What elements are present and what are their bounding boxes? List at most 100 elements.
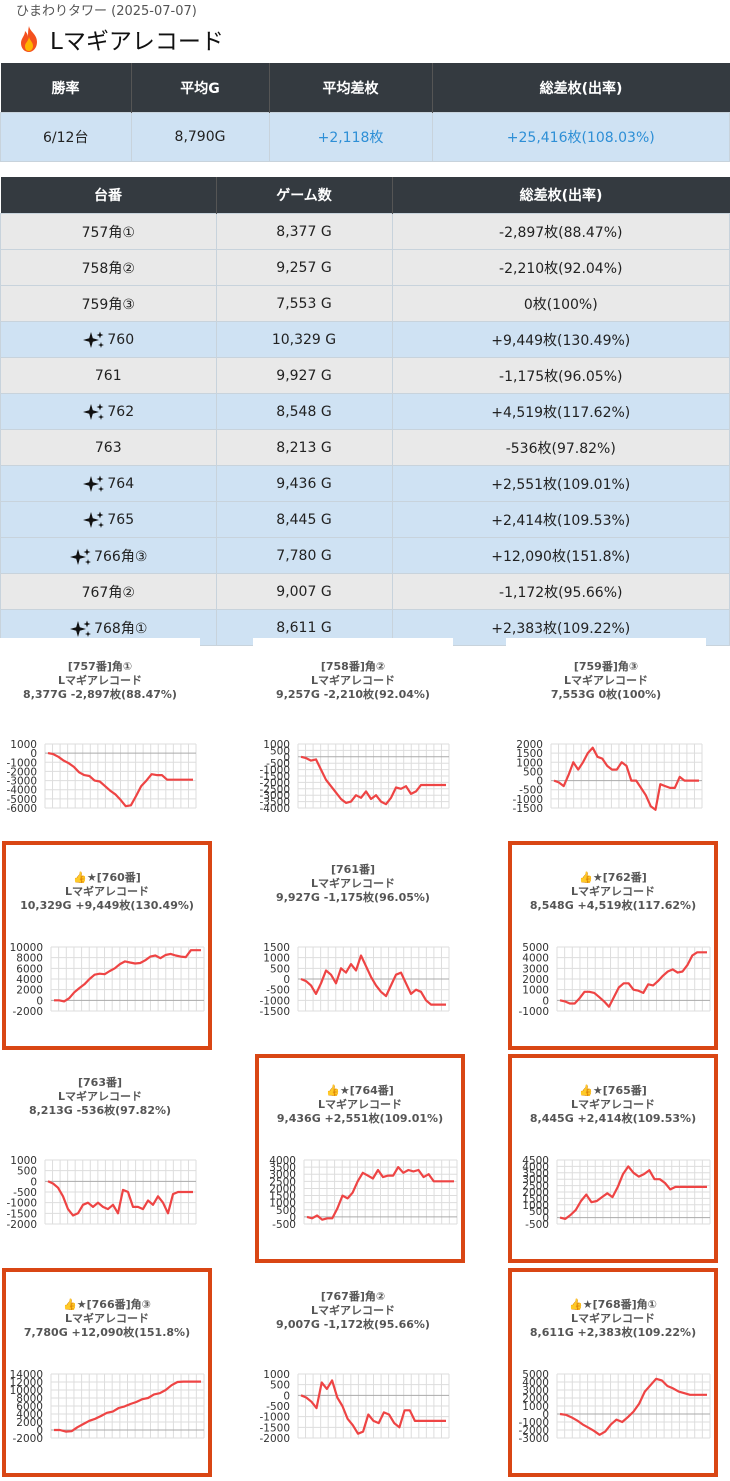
y-tick-label: 2000 — [269, 1183, 296, 1195]
y-tick-label: -2000 — [259, 777, 290, 789]
y-tick-label: -500 — [13, 1187, 37, 1199]
chart-result: 7,553G 0枚(100%) — [550, 688, 662, 701]
y-tick-label: -3000 — [518, 1433, 549, 1445]
y-tick-label: -3000 — [6, 776, 37, 788]
y-tick-label: 0 — [30, 1176, 37, 1188]
chart-card: [763番] Lマギアレコード 8,213G -536枚(97.82%) 1000 50… — [0, 1054, 200, 1254]
y-tick-label: 0 — [283, 974, 290, 986]
table-row: 766角③ 7,780 G +12,090枚(151.8%) — [0, 537, 730, 574]
summary-header-total-diff: 総差枚(出率) — [432, 63, 730, 113]
chart-result: 8,445G +2,414枚(109.53%) — [529, 1112, 697, 1125]
diff-cell: -536枚(97.82%) — [391, 429, 730, 466]
store-date: ひまわりタワー (2025-07-07) — [16, 4, 197, 19]
y-tick-label: 2000 — [16, 985, 43, 997]
machine-number: 757角① — [81, 224, 135, 241]
y-tick-label: 5000 — [522, 942, 549, 954]
y-tick-label: 1000 — [263, 953, 290, 965]
y-tick-label: -500 — [266, 985, 290, 997]
chart-result: 10,329G +9,449枚(130.49%) — [20, 899, 194, 912]
y-tick-label: 0 — [283, 752, 290, 764]
chart-result: 8,377G -2,897枚(88.47%) — [23, 688, 177, 701]
table-row: 759角③ 7,553 G 0枚(100%) — [0, 285, 730, 322]
chart-machine-name: Lマギアレコード — [570, 1098, 655, 1111]
y-tick-label: -500 — [519, 785, 543, 797]
chart-result: 8,548G +4,519枚(117.62%) — [529, 899, 697, 912]
y-tick-label: 500 — [270, 963, 290, 975]
machine-number: 764 — [107, 475, 135, 492]
sparkles-icon — [83, 331, 105, 348]
diff-cell: -1,172枚(95.66%) — [391, 573, 730, 610]
games-cell: 10,329 G — [215, 321, 393, 358]
machine-number-cell: 760 — [0, 321, 217, 358]
chart-result: 7,780G +12,090枚(151.8%) — [23, 1326, 191, 1339]
games-cell: 8,445 G — [215, 501, 393, 538]
y-tick-label: 3000 — [269, 1169, 296, 1181]
sparkles-icon — [70, 548, 92, 565]
y-tick-label: -1000 — [6, 757, 37, 769]
machine-number-cell: 762 — [0, 393, 217, 430]
table-header-number: 台番 — [0, 177, 217, 214]
y-tick-label: 0 — [36, 995, 43, 1007]
chart-card: 👍★[766番]角③ Lマギアレコード 7,780G +12,090枚(151.8%… — [2, 1268, 212, 1477]
chart-result: 9,927G -1,175枚(96.05%) — [276, 891, 430, 904]
series-line — [54, 949, 201, 1003]
series-line — [559, 1165, 707, 1221]
chart-title: 👍★[765番] — [579, 1084, 647, 1097]
summary-table: 勝率 平均G 平均差枚 総差枚(出率) 6/12台 8,790G +2,118枚… — [0, 63, 730, 162]
y-tick-label: 0 — [289, 1212, 296, 1224]
y-tick-label: -1500 — [259, 771, 290, 783]
y-tick-label: 1000 — [522, 1200, 549, 1212]
y-tick-label: -500 — [266, 758, 290, 770]
y-tick-label: -3500 — [259, 797, 290, 809]
chart-card: [757番]角① Lマギアレコード 8,377G -2,897枚(88.47%) 10… — [0, 638, 200, 838]
y-tick-label: 1000 — [10, 1155, 37, 1167]
diff-cell: -2,210枚(92.04%) — [391, 249, 730, 286]
series-line — [559, 951, 707, 1008]
chart-title: 👍★[764番] — [326, 1084, 394, 1097]
chart-result: 9,436G +2,551枚(109.01%) — [276, 1112, 444, 1125]
chart-card: 👍★[764番] Lマギアレコード 9,436G +2,551枚(109.01%) 4… — [255, 1054, 465, 1263]
summary-avg-games: 8,790G — [130, 112, 270, 162]
page-title-row: Lマギアレコード — [16, 22, 224, 56]
y-tick-label: 10000 — [10, 1385, 43, 1397]
y-tick-label: 4000 — [16, 974, 43, 986]
y-tick-label: 2000 — [16, 1417, 43, 1429]
series-line — [300, 954, 446, 1006]
y-tick-label: -1000 — [259, 765, 290, 777]
y-tick-label: -1500 — [6, 1208, 37, 1220]
machine-number: 758角② — [81, 260, 135, 277]
diff-cell: 0枚(100%) — [391, 285, 730, 322]
table-header-diff: 総差枚(出率) — [392, 177, 730, 214]
machine-number: 759角③ — [81, 296, 135, 313]
chart-title: 👍★[762番] — [579, 871, 647, 884]
games-cell: 9,927 G — [215, 357, 393, 394]
chart-plot: 10000-1000-2000-3000-4000-5000-6000 — [6, 739, 197, 815]
table-row: 763 8,213 G -536枚(97.82%) — [0, 429, 730, 466]
chart-title: [758番]角② — [320, 660, 386, 673]
y-tick-label: 4500 — [522, 1155, 549, 1167]
y-tick-label: 500 — [270, 1380, 290, 1392]
y-tick-label: 6000 — [16, 1401, 43, 1413]
table-row: 761 9,927 G -1,175枚(96.05%) — [0, 357, 730, 394]
machine-number-cell: 764 — [0, 465, 217, 502]
chart-machine-name: Lマギアレコード — [563, 674, 648, 687]
summary-avg-diff: +2,118枚 — [268, 112, 433, 162]
sparkles-icon — [83, 403, 105, 420]
chart-machine-name: Lマギアレコード — [570, 1312, 655, 1325]
y-tick-label: -2000 — [12, 1006, 43, 1018]
summary-header-avg-diff: 平均差枚 — [269, 63, 433, 113]
y-tick-label: 3000 — [522, 1385, 549, 1397]
y-tick-label: -2000 — [12, 1433, 43, 1445]
chart-machine-name: Lマギアレコード — [310, 877, 395, 890]
sparkles-icon — [83, 475, 105, 492]
table-row: 765 8,445 G +2,414枚(109.53%) — [0, 501, 730, 538]
games-cell: 9,257 G — [215, 249, 393, 286]
y-tick-label: -2000 — [518, 1425, 549, 1437]
machine-number: 765 — [107, 511, 135, 528]
y-tick-label: -3000 — [259, 790, 290, 802]
y-tick-label: 500 — [529, 1206, 549, 1218]
